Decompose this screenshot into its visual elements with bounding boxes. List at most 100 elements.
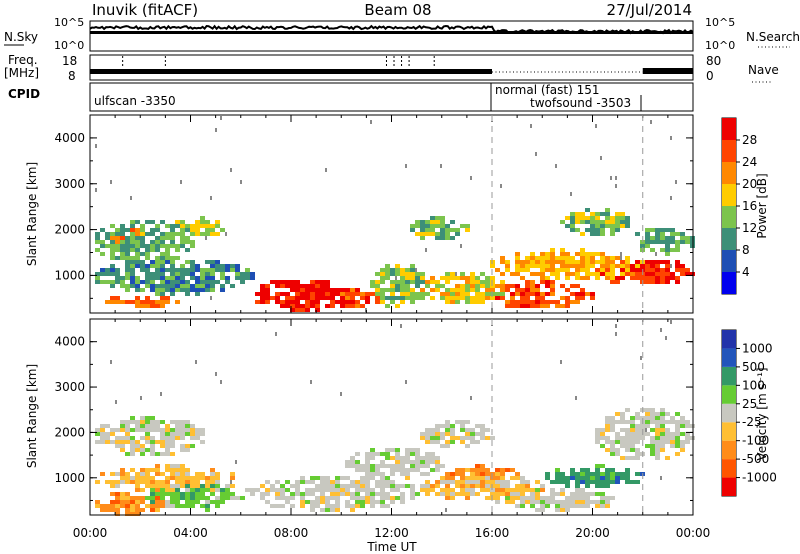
heat-speckle <box>110 180 112 184</box>
heat-cell <box>460 480 465 484</box>
heat-speckle <box>670 196 672 200</box>
heat-cell <box>480 280 485 284</box>
heat-cell <box>580 220 585 224</box>
heat-cell <box>425 280 430 284</box>
heat-cell <box>155 248 160 252</box>
heat-cell <box>165 268 170 272</box>
heat-cell <box>515 260 520 264</box>
heat-cell <box>370 280 375 284</box>
heat-cell <box>180 424 185 428</box>
heat-cell <box>170 272 175 276</box>
heat-cell <box>625 408 630 412</box>
heat-cell <box>345 464 350 468</box>
heat-cell <box>465 492 470 496</box>
heat-cell <box>615 212 620 216</box>
heat-cell <box>600 476 605 480</box>
heat-cell <box>330 492 335 496</box>
heat-cell <box>535 492 540 496</box>
heat-cell <box>445 488 450 492</box>
velocity-colorbar-label: Velocity [m s⁻¹] <box>755 367 769 460</box>
heat-cell <box>430 280 435 284</box>
heat-cell <box>675 424 680 428</box>
heat-cell <box>565 296 570 300</box>
heat-cell <box>465 488 470 492</box>
heat-speckle <box>425 248 427 252</box>
heat-cell <box>140 228 145 232</box>
heat-cell <box>580 212 585 216</box>
heat-cell <box>155 284 160 288</box>
heat-cell <box>185 292 190 296</box>
heat-cell <box>545 500 550 504</box>
heat-cell <box>410 264 415 268</box>
heat-cell <box>135 276 140 280</box>
heat-cell <box>645 280 650 284</box>
heat-cell <box>485 480 490 484</box>
heat-cell <box>645 260 650 264</box>
heat-cell <box>480 436 485 440</box>
heat-cell <box>180 420 185 424</box>
heat-cell <box>165 500 170 504</box>
heat-cell <box>465 284 470 288</box>
heat-cell <box>450 472 455 476</box>
heat-cell <box>350 300 355 304</box>
heat-speckle <box>460 244 462 248</box>
heat-cell <box>370 476 375 480</box>
heat-cell <box>445 444 450 448</box>
heat-cell <box>450 236 455 240</box>
heat-cell <box>545 504 550 508</box>
heat-cell <box>490 296 495 300</box>
heat-cell <box>615 448 620 452</box>
heat-cell <box>510 272 515 276</box>
heat-cell <box>460 476 465 480</box>
heat-cell <box>575 472 580 476</box>
heat-cell <box>500 488 505 492</box>
heat-cell <box>585 480 590 484</box>
heat-cell <box>215 484 220 488</box>
heat-cell <box>145 304 150 308</box>
heat-cell <box>685 268 690 272</box>
heat-cell <box>130 428 135 432</box>
heat-cell <box>445 272 450 276</box>
heat-cell <box>440 492 445 496</box>
heat-cell <box>665 456 670 460</box>
heat-cell <box>500 280 505 284</box>
heat-cell <box>515 268 520 272</box>
heat-cell <box>615 220 620 224</box>
heat-cell <box>555 492 560 496</box>
heat-cell <box>425 432 430 436</box>
heat-cell <box>525 300 530 304</box>
heat-cell <box>180 492 185 496</box>
heat-cell <box>580 288 585 292</box>
heat-cell <box>445 480 450 484</box>
heat-cell <box>105 300 110 304</box>
heat-cell <box>380 464 385 468</box>
heat-cell <box>120 236 125 240</box>
heat-cell <box>590 296 595 300</box>
heat-cell <box>125 508 130 512</box>
heat-cell <box>155 288 160 292</box>
heat-cell <box>160 500 165 504</box>
heat-cell <box>575 276 580 280</box>
heat-cell <box>590 256 595 260</box>
heat-cell <box>585 264 590 268</box>
heat-cell <box>530 292 535 296</box>
heat-cell <box>475 440 480 444</box>
heat-cell <box>455 300 460 304</box>
heat-cell <box>175 256 180 260</box>
heat-cell <box>110 240 115 244</box>
heat-cell <box>455 228 460 232</box>
heat-cell <box>330 296 335 300</box>
heat-cell <box>575 496 580 500</box>
heat-cell <box>585 504 590 508</box>
heat-speckle <box>230 480 232 484</box>
heat-cell <box>660 272 665 276</box>
heat-cell <box>130 436 135 440</box>
heat-cell <box>210 280 215 284</box>
heat-cell <box>415 232 420 236</box>
heat-cell <box>215 472 220 476</box>
freq-band-late <box>642 68 693 74</box>
heat-cell <box>620 456 625 460</box>
heat-cell <box>190 260 195 264</box>
heat-cell <box>245 488 250 492</box>
heat-cell <box>135 484 140 488</box>
